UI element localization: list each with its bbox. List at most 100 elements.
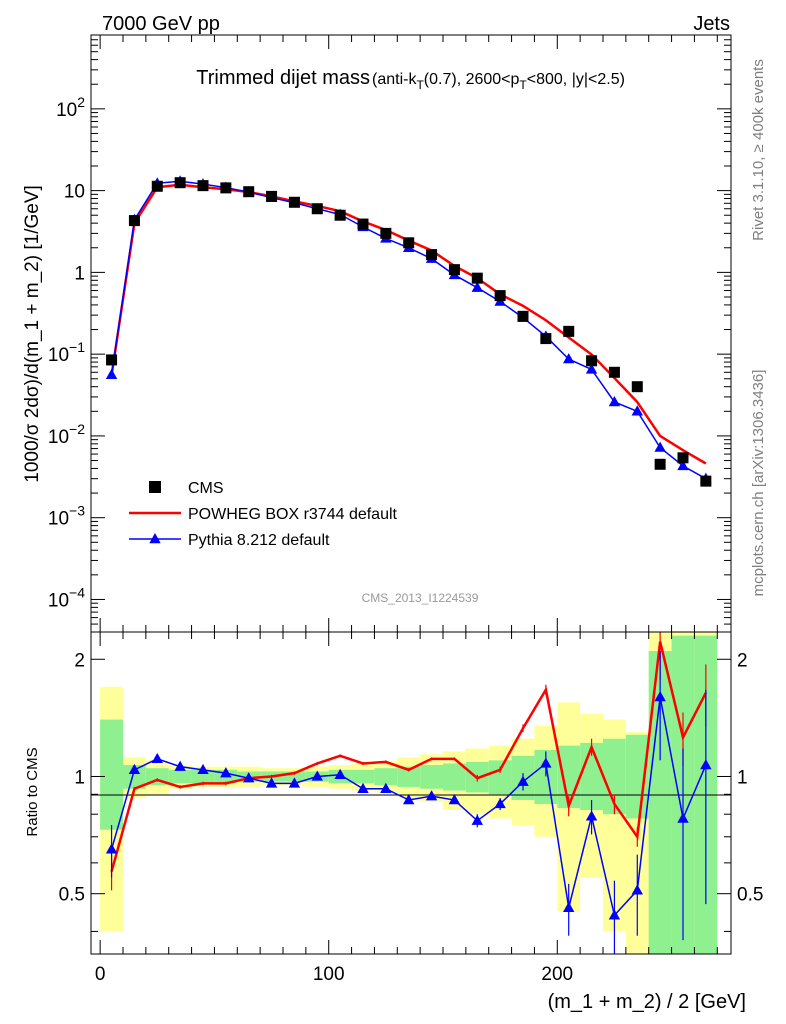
ratio-band-inner <box>374 768 398 786</box>
pythia-ratio-point <box>220 767 232 778</box>
pythia-ratio-point <box>151 752 163 764</box>
pythia-ratio-point <box>540 757 552 768</box>
cms-data-point <box>448 264 460 276</box>
pythia-ratio-point <box>357 782 369 793</box>
pythia-ratio-point <box>494 797 506 809</box>
pythia-ratio-point <box>334 768 346 779</box>
y-tick-label: 10−3 <box>48 503 85 530</box>
pythia-ratio-point <box>471 814 483 825</box>
legend-label: CMS <box>188 480 224 497</box>
pythia-ratio-point <box>288 777 301 788</box>
powheg-ratio-line <box>110 641 707 872</box>
cms-data-point <box>151 180 163 192</box>
cms-data-point <box>174 177 186 189</box>
ratio-y-tick-label-right: 0.5 <box>737 885 763 906</box>
main-plot-area <box>105 175 712 487</box>
ratio-band-inner <box>191 769 215 784</box>
x-tick-label: 0 <box>95 964 106 985</box>
pythia-data-point <box>105 368 118 379</box>
x-tick-label: 200 <box>541 964 573 985</box>
pythia-data-point <box>471 281 483 292</box>
y-tick-label: 10−1 <box>48 339 85 366</box>
energy-label: 7000 GeV pp <box>102 13 220 35</box>
cms-data-point <box>540 333 552 345</box>
chart-title-detail: (anti-kT(0.7), 2600<pT<800, |y|<2.5) <box>372 71 625 92</box>
cms-data-point <box>106 354 118 366</box>
main-y-axis-label: 1000/σ 2dσ)/d(m_1 + m_2) [1/GeV] <box>22 185 43 483</box>
ratio-y-tick-label-right: 2 <box>737 650 748 671</box>
ratio-band-inner <box>397 766 421 787</box>
pythia-data-point <box>654 441 666 452</box>
pythia-ratio-point <box>105 843 118 854</box>
pythia-ratio-point <box>265 777 278 788</box>
pythia-data-point <box>677 459 689 471</box>
analysis-label: CMS_2013_I1224539 <box>362 591 479 605</box>
cms-data-point <box>426 249 438 261</box>
pythia-data-point <box>631 405 643 416</box>
pythia-ratio-point <box>174 760 186 771</box>
pythia-ratio-point <box>700 759 712 770</box>
cms-data-point <box>471 272 483 284</box>
ratio-uncertainty-bands <box>100 632 718 954</box>
y-tick-label: 10−4 <box>48 584 85 611</box>
cms-data-point <box>700 475 712 487</box>
legend-label: POWHEG BOX r3744 default <box>188 506 398 523</box>
ratio-plot-area <box>105 632 712 954</box>
ratio-band-inner <box>123 765 146 789</box>
cms-data-point <box>563 325 575 337</box>
category-label: Jets <box>693 13 730 35</box>
cms-data-point <box>517 310 529 322</box>
ratio-panel: 0 100 200 0.5 0.5 1 1 2 2 <box>59 631 763 985</box>
cms-data-point <box>357 218 369 230</box>
y-tick-label: 1 <box>74 263 85 284</box>
cms-data-point <box>334 209 346 221</box>
cms-data-point <box>677 452 689 464</box>
cms-data-point <box>243 186 255 198</box>
pythia-ratio-point <box>380 782 392 793</box>
chart-title: Trimmed dijet mass <box>196 67 370 89</box>
ratio-y-tick-label: 0.5 <box>59 885 85 906</box>
powheg-line <box>110 183 707 465</box>
cms-data-point <box>654 458 666 470</box>
main-x-ticks <box>99 35 718 632</box>
y-tick-label: 102 <box>56 94 85 121</box>
legend-marker-cms <box>149 481 161 493</box>
ratio-axes: 0 100 200 0.5 0.5 1 1 2 2 <box>59 632 763 985</box>
main-panel: 10−4 10−3 10−2 10−1 1 10 102 Trimmed dijet mas… <box>48 34 732 633</box>
cms-data-point <box>197 180 209 192</box>
pythia-ratio-point <box>128 763 141 775</box>
ratio-y-tick-label: 1 <box>74 767 85 788</box>
legend: CMS POWHEG BOX r3744 default Pythia 8.212 … <box>129 480 398 549</box>
cms-data-point <box>380 227 392 239</box>
ratio-band-inner <box>283 771 306 782</box>
legend-marker-pythia <box>149 533 161 544</box>
pythia-ratio-point <box>425 790 438 801</box>
cms-data-point <box>288 196 300 208</box>
main-frame <box>90 34 732 633</box>
main-y-axis: 10−4 10−3 10−2 10−1 1 10 102 <box>48 34 731 633</box>
cms-data-point <box>586 355 598 367</box>
cms-data-point <box>403 237 415 249</box>
pythia-ratio-point <box>677 812 689 823</box>
ratio-y-tick-label-right: 1 <box>737 767 748 788</box>
ratio-band-inner <box>488 760 512 795</box>
cms-data-point <box>494 290 506 302</box>
ratio-band-inner <box>351 769 375 784</box>
ratio-band-inner <box>100 719 123 830</box>
legend-label: Pythia 8.212 default <box>188 532 330 549</box>
pythia-ratio-point <box>311 770 323 781</box>
cms-data-point <box>311 203 323 215</box>
pythia-ratio-point <box>654 691 666 702</box>
x-tick-label: 100 <box>313 964 345 985</box>
pythia-ratio-point <box>608 909 621 920</box>
cms-data-point <box>266 190 278 202</box>
pythia-line <box>110 180 707 480</box>
y-tick-label: 10−2 <box>48 421 85 448</box>
pythia-ratio-point <box>631 884 643 895</box>
y-tick-label: 10 <box>64 182 85 203</box>
pythia-ratio-point <box>197 763 209 775</box>
ratio-band-inner <box>534 749 558 804</box>
pythia-ratio-point <box>517 775 529 786</box>
pythia-ratio-point <box>243 772 255 783</box>
